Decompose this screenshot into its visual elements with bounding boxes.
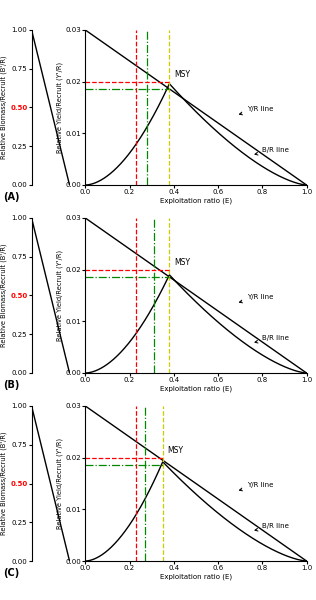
Text: B/R line: B/R line [255,523,289,531]
Text: MSY: MSY [167,446,183,455]
X-axis label: Exploitation ratio (E): Exploitation ratio (E) [160,386,232,392]
Text: (C): (C) [3,568,19,578]
Text: Y/R line: Y/R line [240,293,273,303]
X-axis label: Exploitation ratio (E): Exploitation ratio (E) [160,574,232,580]
Text: (B): (B) [3,380,20,390]
Text: MSY: MSY [174,258,190,267]
Text: Y/R line: Y/R line [240,482,273,491]
Text: B/R line: B/R line [255,147,289,155]
Y-axis label: Relative Biomass/Recruit (B'/R): Relative Biomass/Recruit (B'/R) [1,56,7,160]
Y-axis label: Relative Yield/Recruit (Y'/R): Relative Yield/Recruit (Y'/R) [56,250,63,341]
Text: Y/R line: Y/R line [240,106,273,115]
X-axis label: Exploitation ratio (E): Exploitation ratio (E) [160,198,232,205]
Y-axis label: Relative Biomass/Recruit (B'/R): Relative Biomass/Recruit (B'/R) [1,244,7,347]
Y-axis label: Relative Biomass/Recruit (B'/R): Relative Biomass/Recruit (B'/R) [1,431,7,535]
Y-axis label: Relative Yield/Recruit (Y'/R): Relative Yield/Recruit (Y'/R) [56,62,63,153]
Text: B/R line: B/R line [255,335,289,343]
Y-axis label: Relative Yield/Recruit (Y'/R): Relative Yield/Recruit (Y'/R) [56,438,63,529]
Text: MSY: MSY [174,70,190,79]
Text: (A): (A) [3,192,20,202]
